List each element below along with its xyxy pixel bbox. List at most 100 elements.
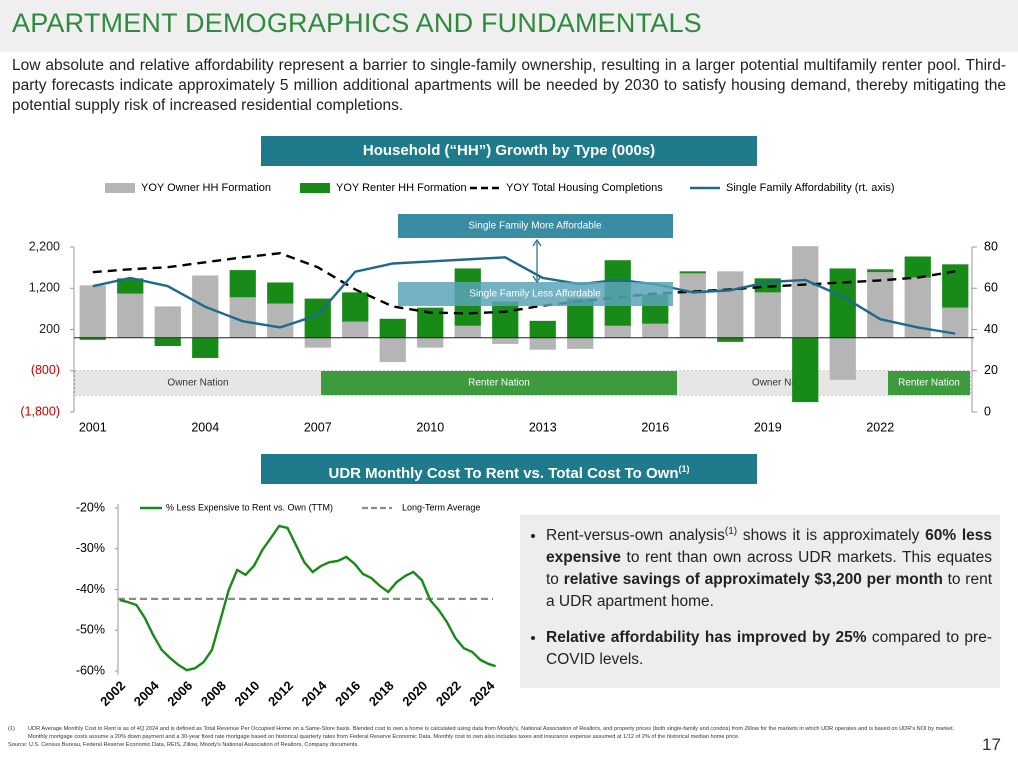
y2-tick-label: 0	[984, 404, 991, 418]
bar	[267, 282, 294, 304]
legend-swatch	[105, 183, 135, 193]
bullet-run: Rent-versus-own analysis	[546, 527, 725, 545]
annotation-box	[398, 282, 673, 306]
bar	[679, 273, 706, 338]
bar	[604, 325, 631, 338]
title-band	[0, 0, 1018, 52]
bar	[492, 301, 519, 338]
x-tick-label: 2018	[366, 678, 397, 709]
x-tick-label: 2020	[399, 678, 430, 709]
bar	[792, 337, 819, 403]
x-tick-label: 2019	[754, 420, 782, 434]
footnote-marker: (1)	[8, 726, 15, 732]
bar	[117, 278, 144, 294]
bullet-run: (1)	[724, 526, 738, 537]
bar	[417, 337, 444, 348]
annotation: Single Family Less Affordable	[469, 289, 601, 300]
x-tick-label: 2016	[332, 678, 363, 709]
x-tick-label: 2010	[416, 420, 444, 434]
region	[75, 371, 321, 395]
bar	[154, 306, 181, 338]
x-tick-label: 2022	[866, 420, 894, 434]
bar	[829, 337, 856, 380]
bullet-run: to rent than own across UDR markets. Thi…	[546, 549, 992, 589]
region-label: Renter Nation	[898, 378, 960, 389]
y-tick-label: -30%	[76, 541, 105, 555]
bullet-run: Relative affordability has improved by 2…	[546, 629, 867, 647]
y-tick-label: 200	[39, 322, 60, 336]
x-tick-label: 2006	[164, 678, 195, 709]
annotation: Single Family More Affordable	[468, 221, 602, 232]
legend-label: Long-Term Average	[402, 502, 480, 512]
bar	[342, 321, 369, 338]
bar	[267, 303, 294, 338]
x-tick-label: 2022	[433, 678, 464, 709]
x-tick-label: 2024	[466, 677, 498, 709]
chart-title: UDR Monthly Cost To Rent vs. Total Cost …	[328, 465, 679, 482]
bar	[117, 293, 144, 338]
y-tick-label: -40%	[76, 582, 105, 596]
region	[321, 371, 677, 395]
footnote-text: UDR Average Monthly Cost to Rent is as o…	[28, 726, 955, 740]
bar	[529, 320, 556, 338]
bar	[192, 337, 219, 358]
bullet-run: relative savings of approximately $3,200…	[563, 571, 943, 589]
bar	[567, 337, 594, 349]
y-tick-label: -20%	[76, 500, 105, 514]
y2-tick-label: 40	[984, 322, 998, 336]
y-tick-label: -60%	[76, 663, 105, 677]
bar	[79, 337, 106, 340]
legend-label: YOY Renter HH Formation	[336, 182, 467, 194]
callout: Rent-versus-own analysis(1) shows it is …	[520, 515, 1000, 688]
chart-header: UDR Monthly Cost To Rent vs. Total Cost …	[261, 454, 757, 484]
bullet: Rent-versus-own analysis(1) shows it is …	[546, 521, 992, 613]
bar	[492, 337, 519, 344]
bar	[79, 285, 106, 338]
bar	[642, 323, 669, 338]
x-tick-label: 2008	[198, 678, 229, 709]
x-tick-label: 2010	[231, 678, 262, 709]
bar	[942, 264, 969, 308]
bar	[154, 337, 181, 346]
source-text: Source: U.S. Census Bureau, Federal Rese…	[8, 742, 359, 748]
legend-label: Single Family Affordability (rt. axis)	[726, 182, 895, 194]
bar	[229, 270, 256, 298]
page-number: 17	[982, 735, 1001, 754]
x-tick-label: 2014	[299, 677, 331, 709]
slide-title: APARTMENT DEMOGRAPHICS AND FUNDAMENTALS	[12, 8, 702, 38]
bullet-run: compared to pre-COVID levels.	[546, 629, 992, 669]
bar	[379, 318, 406, 338]
bar	[904, 256, 931, 278]
arrow-heads	[532, 238, 542, 284]
x-tick-label: 2012	[265, 678, 296, 709]
y-tick-label: -50%	[76, 623, 105, 637]
x-tick-label: 2002	[97, 678, 128, 709]
line-chart: -20% -30% -40% -50% -60%2002 2004 2006 2008 2010…	[76, 500, 498, 709]
y-tick-label: 1,200	[29, 281, 60, 295]
annotation-box	[398, 214, 673, 238]
y2-tick-label: 20	[984, 363, 998, 377]
bar	[529, 337, 556, 350]
x-tick-label: 2016	[641, 420, 669, 434]
bar	[717, 271, 744, 338]
x-tick-label: 2013	[529, 420, 557, 434]
y2-tick-label: 80	[984, 239, 998, 253]
region-label: Owner Nation	[752, 378, 813, 389]
bullet-list: Rent-versus-own analysis(1) shows it is …	[528, 521, 992, 671]
y-tick-label: 2,200	[29, 239, 60, 253]
legend-label: YOY Total Housing Completions	[506, 182, 663, 194]
footnotes: (1) UDR Average Monthly Cost to Rent is …	[8, 725, 968, 749]
legend-label: YOY Owner HH Formation	[141, 182, 271, 194]
bar	[304, 337, 331, 348]
bar	[754, 292, 781, 338]
y-tick-label: (800)	[31, 363, 60, 377]
x-tick-label: 2001	[79, 420, 107, 434]
bullet-run: shows it is approximately	[737, 527, 926, 545]
bar	[379, 337, 406, 363]
bar	[867, 272, 894, 338]
bar	[792, 246, 819, 338]
x-tick-label: 2004	[131, 677, 163, 709]
bar	[454, 325, 481, 338]
